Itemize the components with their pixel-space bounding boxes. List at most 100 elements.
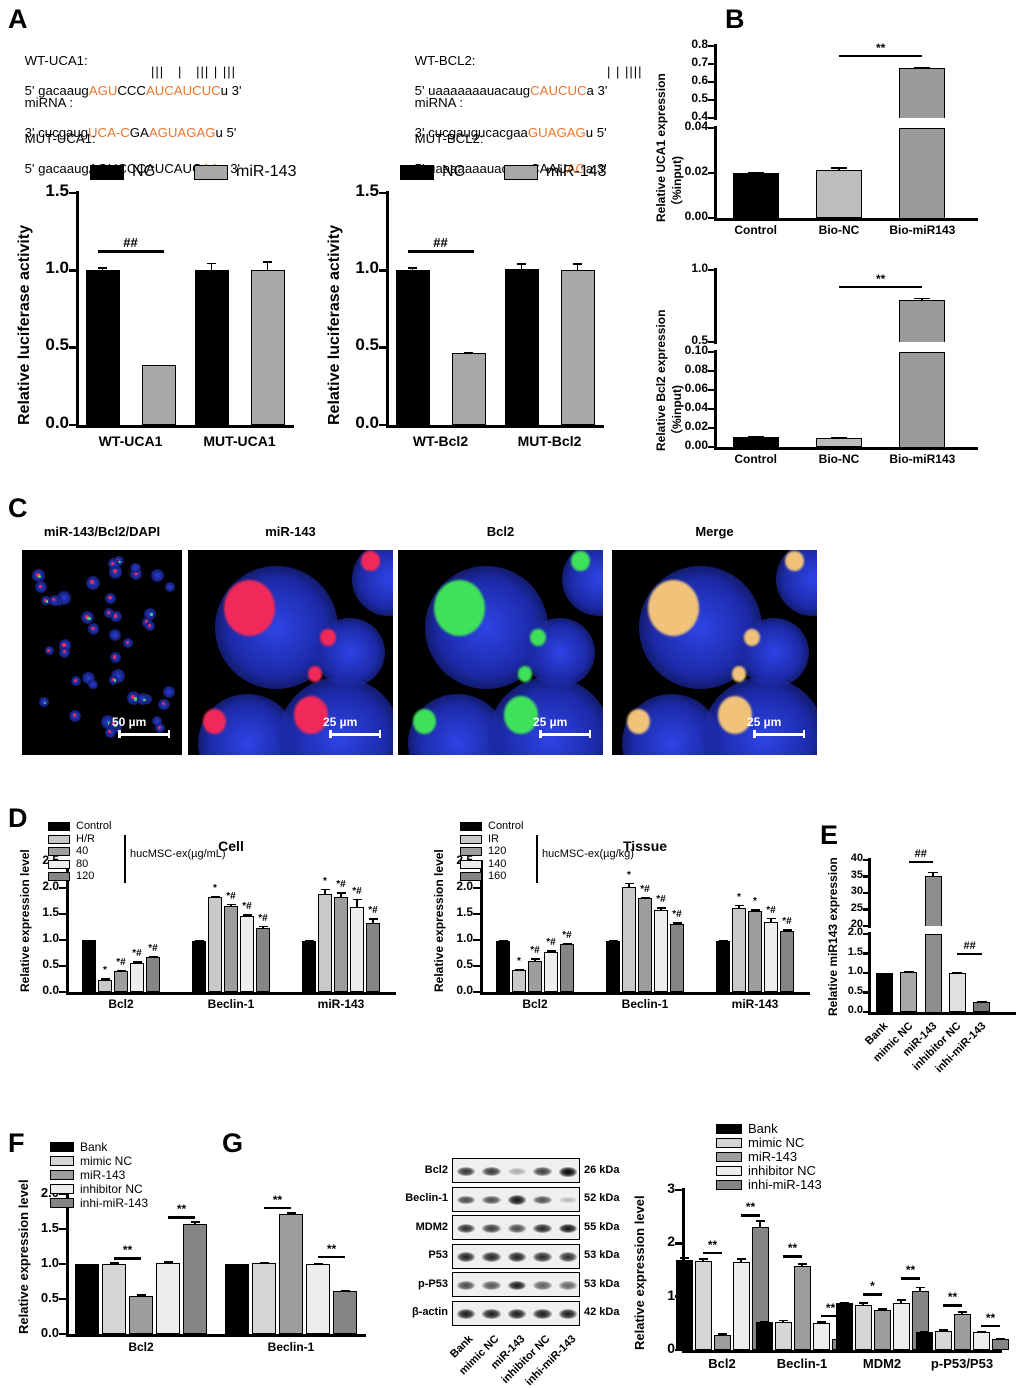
image-label-2: Bcl2 xyxy=(411,524,591,539)
axis-line xyxy=(714,447,978,450)
y-axis-label: Relative miR143 expression xyxy=(826,857,840,1016)
bar xyxy=(102,1264,126,1334)
bar xyxy=(452,353,486,425)
legend-swatch-3 xyxy=(48,860,70,869)
bar xyxy=(512,970,526,992)
bar xyxy=(505,269,539,425)
axis-line xyxy=(76,425,294,428)
legend-swatch-1 xyxy=(50,1156,74,1166)
error-cap xyxy=(859,1302,868,1304)
axis-line xyxy=(379,269,386,272)
error-cap xyxy=(149,956,158,958)
axis-line xyxy=(708,63,714,66)
y-tick-label: 1.5 xyxy=(334,181,379,201)
error-cap xyxy=(748,436,764,438)
axis-line xyxy=(714,44,717,120)
significance-mark: *# xyxy=(759,905,783,916)
bar xyxy=(935,1331,952,1350)
axis-line xyxy=(714,218,978,221)
y-axis-label-line1: Relative Bcl2 expression xyxy=(654,310,668,451)
error-cap xyxy=(117,970,126,972)
error-cap xyxy=(531,958,540,960)
fish-signal xyxy=(320,629,336,646)
error-cap xyxy=(408,267,417,269)
fish-signal xyxy=(530,629,546,646)
significance-line-4 xyxy=(863,1293,882,1296)
error-cap xyxy=(110,1262,119,1264)
bar-lower-segment xyxy=(925,934,942,1012)
fish-signal-red xyxy=(148,624,151,627)
fish-signal-red xyxy=(47,649,50,652)
axis-line xyxy=(473,991,480,994)
bar xyxy=(748,911,762,992)
significance-mark: *# xyxy=(649,894,673,905)
band-0-0 xyxy=(457,1167,475,1176)
bar xyxy=(86,270,120,425)
band-2-1 xyxy=(482,1224,500,1233)
axis-line xyxy=(708,389,714,392)
error-cap xyxy=(369,918,378,920)
kda-label-1: 52 kDa xyxy=(584,1192,619,1204)
axis-line xyxy=(714,268,717,344)
legend-title: hucMSC-ex(µg/kg) xyxy=(542,848,634,860)
bar xyxy=(251,270,285,425)
blot-box-5 xyxy=(452,1301,580,1326)
error-cap xyxy=(939,1329,948,1331)
axis-line xyxy=(708,370,714,373)
significance-mark: ## xyxy=(427,235,455,250)
error-cap xyxy=(137,1294,146,1296)
legend-swatch-4 xyxy=(460,872,482,881)
axis-line xyxy=(863,1011,868,1014)
bar xyxy=(654,910,668,992)
bar xyxy=(544,952,558,992)
band-2-4 xyxy=(559,1224,577,1234)
legend-label-3: inhibitor NC xyxy=(80,1182,143,1196)
error-cap xyxy=(920,1331,929,1333)
legend-label-nc: NC xyxy=(442,163,465,181)
band-4-1 xyxy=(482,1281,500,1289)
fish-signal xyxy=(434,580,485,636)
y-tick-label-upper: 0.6 xyxy=(662,73,708,87)
significance-mark: *# xyxy=(775,916,799,927)
y-axis-label: Relative expression level xyxy=(16,1179,31,1334)
bar xyxy=(350,907,364,992)
band-1-2 xyxy=(508,1195,526,1205)
error-cap xyxy=(515,969,524,971)
bar xyxy=(794,1266,811,1350)
bar xyxy=(98,980,112,992)
kda-label-0: 26 kDa xyxy=(584,1164,619,1176)
sequence-block-wt-bcl2: WT-BCL2: 5' uaaaaaaauacaugCAUCUCa 3' | |… xyxy=(400,38,643,142)
bar xyxy=(130,963,144,992)
bar xyxy=(733,173,779,218)
fish-signal xyxy=(413,709,436,734)
legend-swatch-4 xyxy=(48,872,70,881)
bar xyxy=(156,1263,180,1334)
blot-row-label-3: P53 xyxy=(380,1249,448,1261)
bar xyxy=(733,1262,750,1350)
band-5-1 xyxy=(482,1309,500,1319)
blot-row-label-2: MDM2 xyxy=(380,1221,448,1233)
band-5-2 xyxy=(508,1309,526,1319)
fish-signal-green xyxy=(114,679,116,681)
y-tick-label: 1.5 xyxy=(24,181,69,201)
legend-swatch-2 xyxy=(716,1152,742,1162)
significance-mark-1: ** xyxy=(170,1202,194,1216)
axis-line xyxy=(863,991,868,994)
y-axis-label: Relative luciferase activity xyxy=(326,225,344,425)
nucleus xyxy=(109,629,121,641)
significance-mark-3: ** xyxy=(320,1242,344,1256)
legend-label-0: Bank xyxy=(80,1140,107,1154)
nucleus xyxy=(525,618,595,688)
bar xyxy=(992,1339,1009,1350)
x-category-label: Bcl2 xyxy=(91,1340,191,1354)
legend-label-0: Bank xyxy=(748,1121,778,1136)
significance-mark-2: ** xyxy=(781,1241,805,1255)
wt-uca1-label: WT-UCA1: xyxy=(25,53,88,68)
error-cap xyxy=(718,1333,727,1335)
significance-mark: *# xyxy=(251,913,275,924)
axis-line xyxy=(708,341,714,344)
